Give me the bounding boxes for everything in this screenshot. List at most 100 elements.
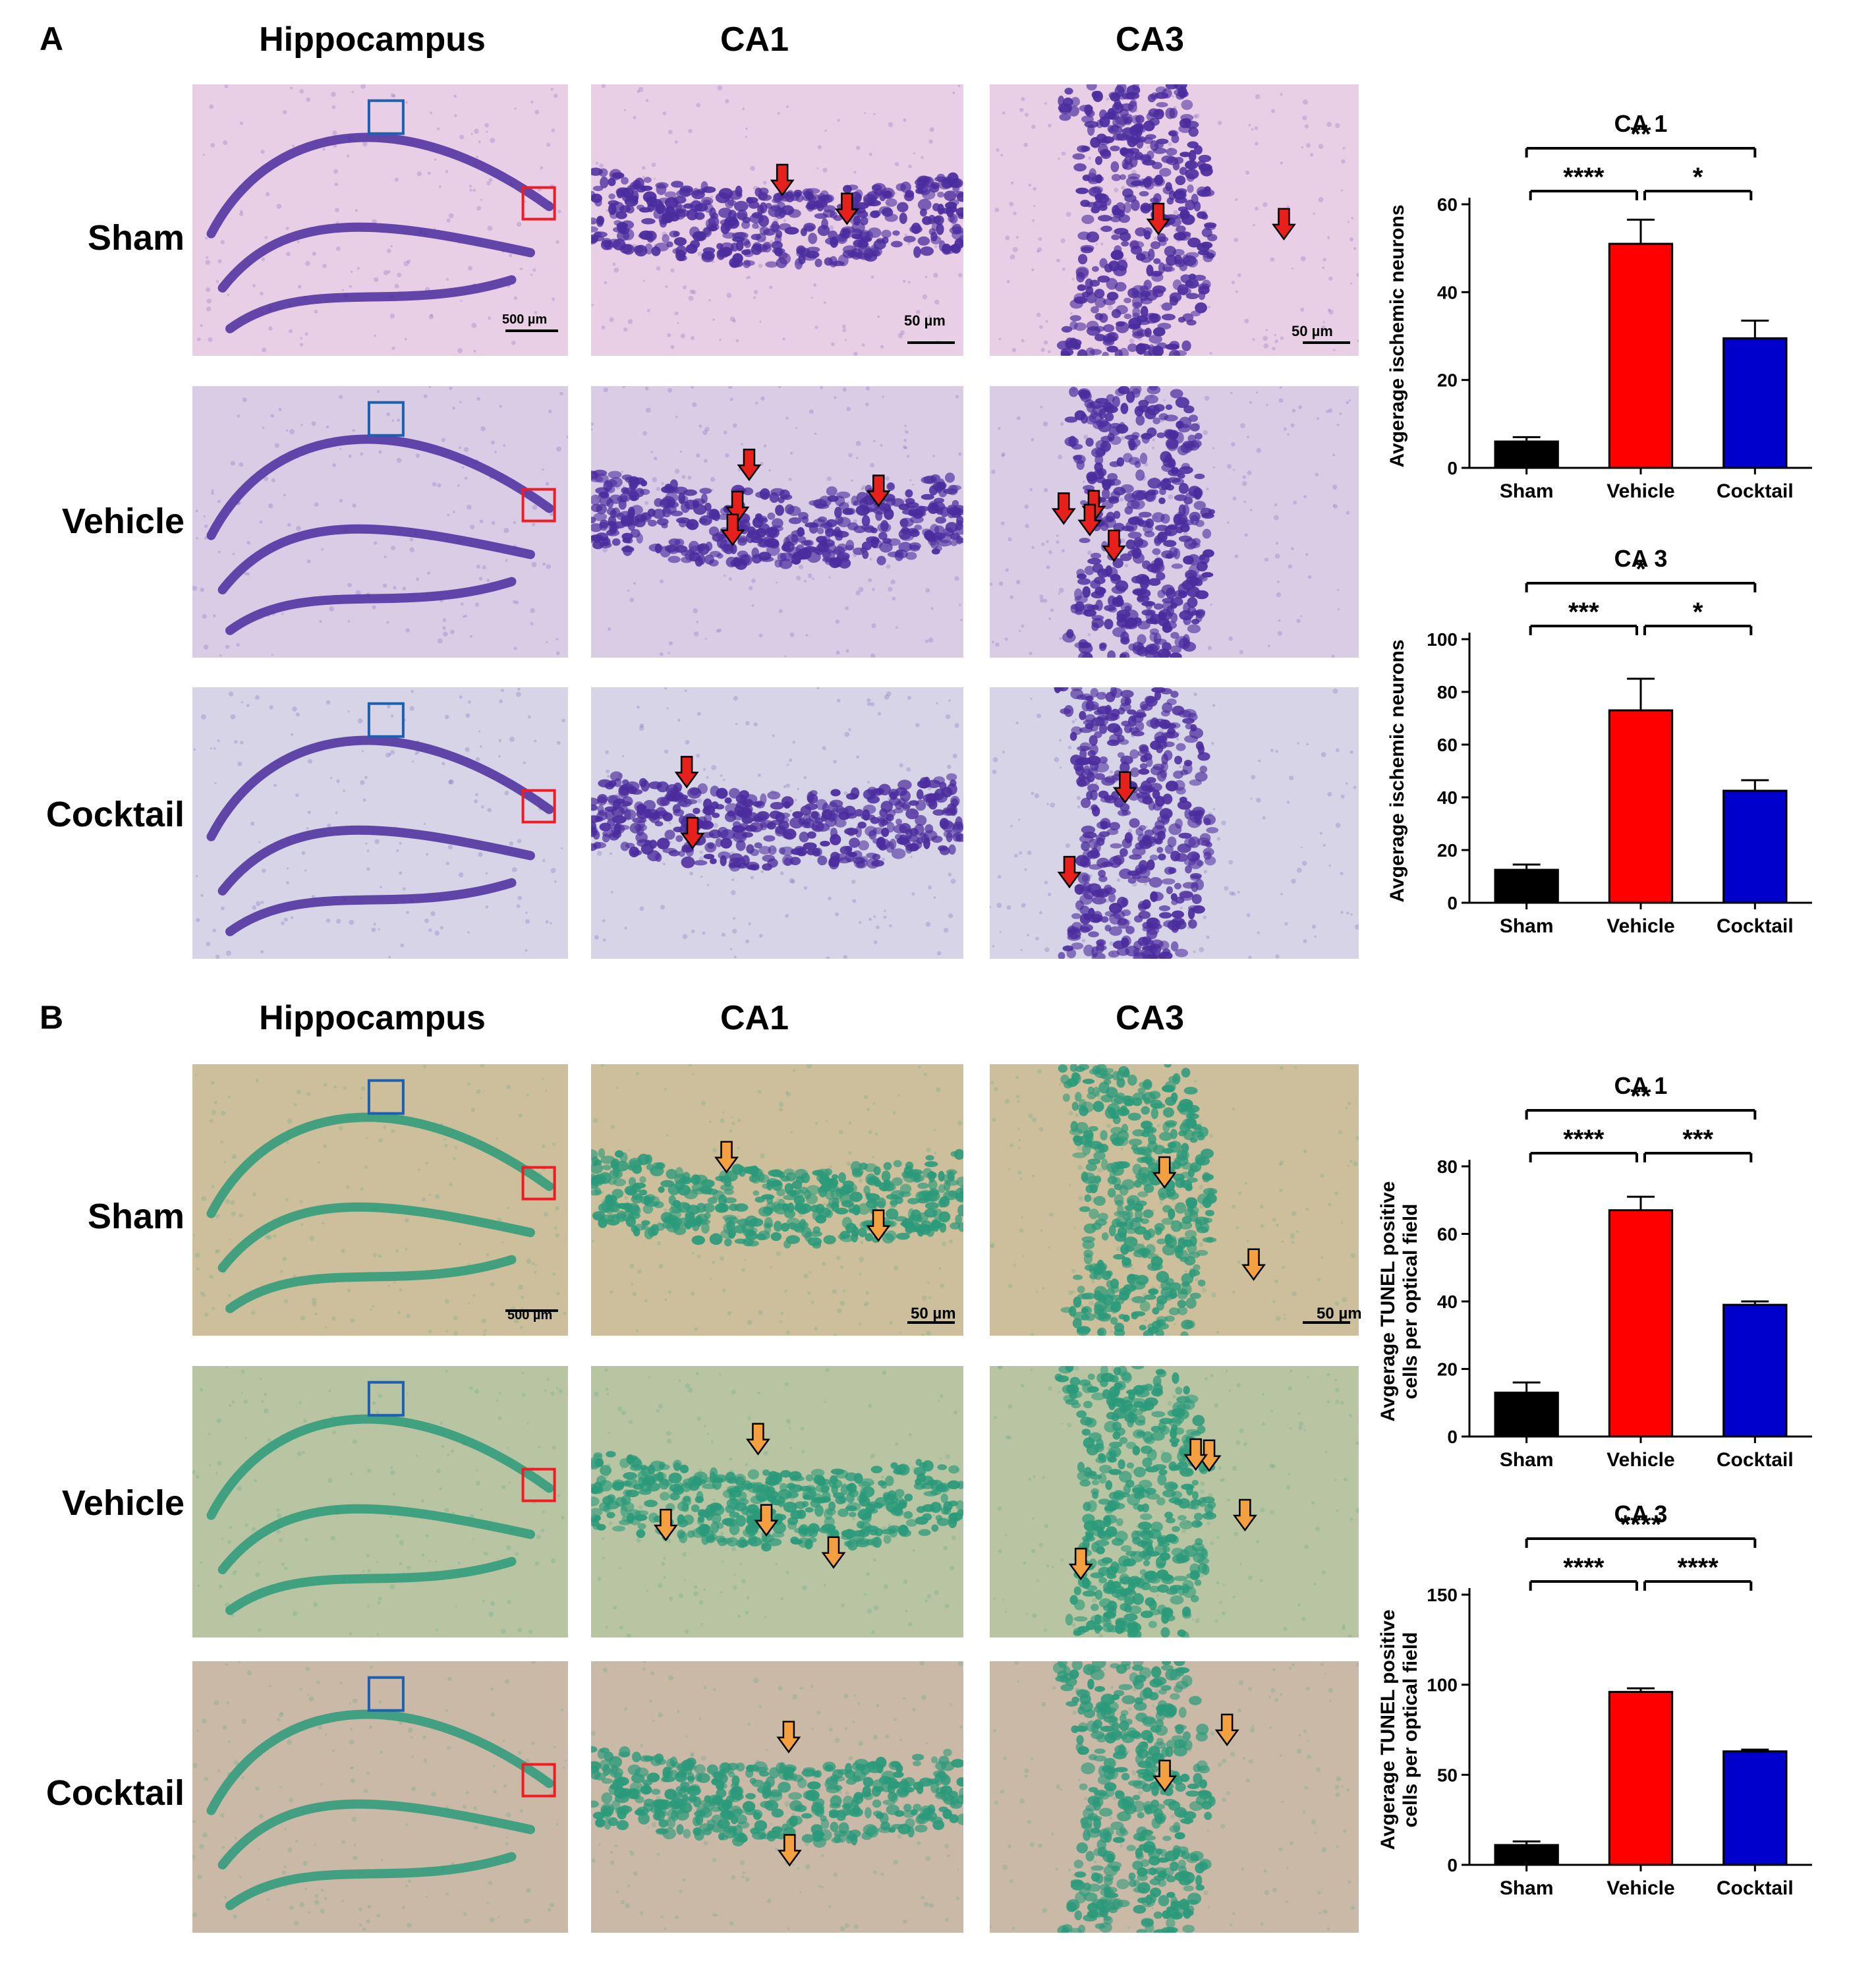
micrograph-b-sham-ca1 bbox=[591, 1064, 963, 1336]
y-tick-label: 80 bbox=[1437, 682, 1458, 702]
micrograph-a-vehicle-hippocampus bbox=[192, 386, 568, 658]
micrograph-a-sham-ca3 bbox=[990, 84, 1359, 356]
scalebar-label-b-ca3: 50 µm bbox=[1317, 1305, 1362, 1323]
bar-vehicle bbox=[1608, 242, 1674, 469]
column-title-ca3: CA3 bbox=[1115, 20, 1185, 59]
bar-vehicle bbox=[1608, 709, 1674, 904]
column-title-ca3-b: CA3 bbox=[1115, 999, 1185, 1037]
column-title-hippocampus-b: Hippocampus bbox=[259, 999, 486, 1037]
x-tick-label: Cocktail bbox=[1717, 1877, 1794, 1899]
column-title-hippocampus: Hippocampus bbox=[259, 20, 486, 59]
micrograph-b-vehicle-ca3 bbox=[990, 1366, 1359, 1638]
micrograph-b-vehicle-hippocampus bbox=[192, 1366, 568, 1638]
column-title-ca1-b: CA1 bbox=[720, 999, 789, 1037]
micrograph-a-cocktail-ca3 bbox=[990, 687, 1359, 959]
micrograph-a-cocktail-hippocampus bbox=[192, 687, 568, 959]
x-tick-label: Cocktail bbox=[1717, 480, 1794, 502]
micrograph-b-sham-ca3 bbox=[990, 1064, 1359, 1336]
y-tick-label: 0 bbox=[1447, 458, 1458, 478]
y-tick-label: 50 bbox=[1437, 1765, 1458, 1785]
row-label-sham: Sham bbox=[87, 218, 185, 258]
bar-cocktail bbox=[1722, 1750, 1788, 1866]
x-tick-label: Sham bbox=[1500, 480, 1554, 502]
x-tick-label: Sham bbox=[1500, 915, 1554, 937]
y-tick-label: 0 bbox=[1447, 893, 1458, 913]
significance-label: **** bbox=[1678, 1553, 1719, 1582]
y-tick-label: 20 bbox=[1437, 370, 1458, 391]
bar-cocktail bbox=[1722, 1303, 1788, 1438]
chart-tunel-ca1: CA 1 Avgerage TUNEL positivecells per opt… bbox=[1371, 1068, 1832, 1496]
y-tick-label: 20 bbox=[1437, 840, 1458, 861]
row-label-cocktail-b: Cocktail bbox=[45, 1773, 185, 1813]
y-axis-label: Avgerage ischemic neurons bbox=[1386, 639, 1408, 902]
y-tick-label: 60 bbox=[1437, 194, 1458, 215]
significance-label: **** bbox=[1563, 163, 1605, 192]
significance-label: ** bbox=[1630, 120, 1651, 149]
bar-sham bbox=[1494, 440, 1559, 469]
y-axis-label: Avgerage TUNEL positivecells per optical… bbox=[1377, 1609, 1421, 1850]
x-tick-label: Vehicle bbox=[1606, 915, 1674, 937]
significance-label: * bbox=[1693, 598, 1703, 627]
chart-title: CA 3 bbox=[1614, 1500, 1668, 1527]
significance-label: * bbox=[1635, 555, 1646, 584]
y-tick-label: 40 bbox=[1437, 787, 1458, 808]
chart-tunel-ca3: CA 3 Avgerage TUNEL positivecells per opt… bbox=[1371, 1496, 1832, 1924]
y-axis-label: Avgerage TUNEL positivecells per optical… bbox=[1377, 1181, 1421, 1421]
micrograph-b-cocktail-ca1 bbox=[591, 1661, 963, 1933]
bar-sham bbox=[1494, 1844, 1559, 1866]
chart-ischemic-ca3: CA 3 Avgerage ischemic neurons 0 20 40 60 80 10… bbox=[1371, 540, 1832, 962]
x-tick-label: Sham bbox=[1500, 1449, 1554, 1471]
column-title-ca1: CA1 bbox=[720, 20, 789, 59]
scalebar-label-a-ca1: 50 µm bbox=[904, 312, 946, 329]
bar-cocktail bbox=[1722, 337, 1788, 469]
bar-vehicle bbox=[1608, 1209, 1674, 1438]
scalebar-label-b-hippo: 500 µm bbox=[507, 1308, 553, 1323]
bar-vehicle bbox=[1608, 1691, 1674, 1866]
chart-title: CA 3 bbox=[1614, 545, 1668, 572]
row-label-cocktail: Cocktail bbox=[45, 795, 185, 834]
panel-letter-a: A bbox=[40, 20, 64, 57]
y-tick-label: 0 bbox=[1447, 1855, 1458, 1875]
y-tick-label: 80 bbox=[1437, 1156, 1458, 1177]
y-tick-label: 0 bbox=[1447, 1427, 1458, 1447]
y-tick-label: 100 bbox=[1427, 629, 1458, 650]
y-tick-label: 40 bbox=[1437, 282, 1458, 302]
significance-label: *** bbox=[1568, 598, 1599, 627]
x-tick-label: Sham bbox=[1500, 1877, 1554, 1899]
row-label-vehicle-b: Vehicle bbox=[61, 1483, 185, 1523]
significance-label: **** bbox=[1563, 1125, 1605, 1154]
chart-ischemic-ca1: CA 1 Avgerage ischemic neurons 0 20 40 60 Sham… bbox=[1371, 105, 1832, 527]
chart-title: CA 1 bbox=[1614, 1072, 1668, 1099]
scalebar-label-a-ca3: 50 µm bbox=[1292, 323, 1333, 339]
micrograph-b-cocktail-hippocampus bbox=[192, 1661, 568, 1933]
y-tick-label: 60 bbox=[1437, 735, 1458, 755]
row-label-vehicle: Vehicle bbox=[61, 501, 185, 541]
bar-cocktail bbox=[1722, 789, 1788, 904]
significance-label: * bbox=[1693, 163, 1703, 192]
significance-label: **** bbox=[1620, 1510, 1662, 1539]
panel-letter-b: B bbox=[40, 999, 64, 1036]
significance-label: ** bbox=[1630, 1082, 1651, 1111]
micrograph-a-sham-hippocampus bbox=[192, 84, 568, 356]
micrograph-b-cocktail-ca3 bbox=[990, 1661, 1359, 1933]
x-tick-label: Vehicle bbox=[1606, 1877, 1674, 1899]
x-tick-label: Vehicle bbox=[1606, 480, 1674, 502]
y-tick-label: 150 bbox=[1427, 1585, 1458, 1605]
micrograph-a-vehicle-ca3 bbox=[990, 386, 1359, 658]
micrograph-b-vehicle-ca1 bbox=[591, 1366, 963, 1638]
x-tick-label: Cocktail bbox=[1717, 1449, 1794, 1471]
scalebar-label-a-hippo: 500 µm bbox=[502, 312, 548, 327]
y-tick-label: 60 bbox=[1437, 1224, 1458, 1245]
micrograph-a-cocktail-ca1 bbox=[591, 687, 963, 959]
y-axis-label: Avgerage ischemic neurons bbox=[1386, 204, 1408, 467]
bar-sham bbox=[1494, 1391, 1559, 1438]
chart-title: CA 1 bbox=[1614, 110, 1668, 137]
x-tick-label: Cocktail bbox=[1717, 915, 1794, 937]
row-label-sham-b: Sham bbox=[87, 1197, 185, 1236]
x-tick-label: Vehicle bbox=[1606, 1449, 1674, 1471]
micrograph-a-vehicle-ca1 bbox=[591, 386, 963, 658]
micrograph-b-sham-hippocampus bbox=[192, 1064, 568, 1336]
y-tick-label: 100 bbox=[1427, 1675, 1458, 1695]
bar-sham bbox=[1494, 869, 1559, 904]
significance-label: **** bbox=[1563, 1553, 1605, 1582]
